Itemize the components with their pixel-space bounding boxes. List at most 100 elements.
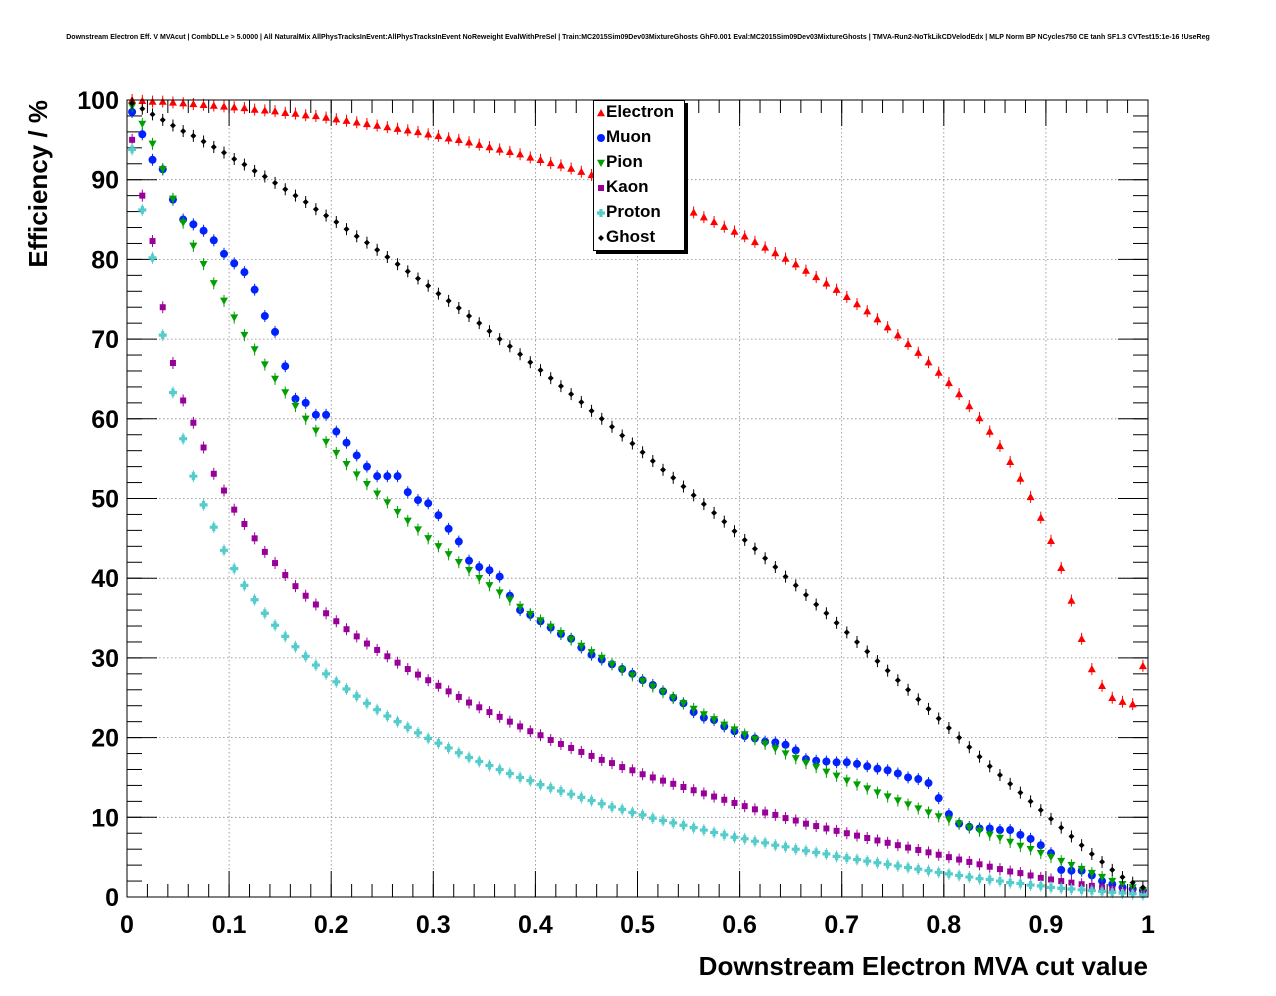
data-point — [444, 524, 453, 533]
data-point — [516, 773, 525, 782]
data-point — [628, 808, 637, 817]
data-point — [700, 790, 707, 797]
data-point — [883, 793, 892, 801]
data-point — [1006, 838, 1015, 847]
data-point — [934, 868, 943, 877]
data-point — [904, 339, 913, 348]
data-point — [1006, 826, 1015, 835]
data-point — [158, 166, 167, 174]
data-point — [884, 839, 891, 846]
y-tick-label: 60 — [91, 406, 119, 434]
data-point — [168, 388, 177, 397]
data-point — [598, 415, 605, 422]
data-point — [352, 118, 361, 126]
legend-marker-shape — [597, 134, 605, 142]
data-point — [281, 108, 290, 116]
data-point — [873, 789, 882, 797]
data-point — [925, 849, 932, 856]
legend-item-muon: Muon — [594, 126, 684, 151]
data-point — [342, 461, 351, 469]
data-point — [537, 732, 544, 739]
data-point — [527, 728, 534, 735]
data-point — [750, 735, 759, 744]
data-point — [547, 736, 554, 743]
data-point — [516, 150, 525, 158]
data-point — [261, 173, 268, 180]
data-point — [374, 646, 381, 653]
data-point — [425, 677, 432, 684]
data-point — [1098, 681, 1107, 689]
data-point — [842, 777, 851, 785]
data-point — [240, 581, 249, 590]
data-point — [1047, 536, 1056, 544]
data-point — [1006, 457, 1015, 466]
data-point — [720, 721, 729, 729]
data-point — [189, 472, 198, 481]
data-point — [1017, 870, 1024, 877]
data-point — [333, 618, 340, 625]
data-point — [986, 863, 993, 870]
data-point — [485, 761, 494, 770]
grid — [126, 99, 1149, 898]
data-point — [1138, 661, 1147, 670]
data-point — [567, 636, 576, 644]
data-point — [475, 140, 484, 148]
axis-ticks — [126, 99, 1149, 898]
data-point — [905, 844, 912, 851]
data-point — [955, 390, 964, 398]
data-point — [220, 487, 227, 494]
data-point — [832, 285, 841, 293]
data-point — [965, 824, 974, 832]
data-point — [893, 769, 902, 778]
data-point — [914, 805, 923, 813]
data-point — [271, 327, 280, 336]
data-point — [230, 564, 239, 573]
data-point — [944, 378, 953, 387]
data-point — [342, 116, 351, 124]
data-point — [190, 419, 197, 426]
data-point — [842, 853, 851, 862]
data-point — [250, 105, 259, 113]
data-point — [476, 704, 483, 711]
data-point — [271, 107, 280, 115]
data-point — [209, 236, 218, 245]
y-tick-label: 0 — [105, 884, 119, 912]
data-point — [343, 626, 350, 633]
data-point — [1026, 492, 1035, 501]
data-point — [813, 823, 820, 830]
data-point — [660, 466, 667, 473]
data-point — [934, 368, 943, 376]
data-point — [466, 312, 473, 319]
data-point — [210, 470, 217, 477]
data-point — [291, 394, 300, 403]
data-point — [761, 838, 770, 847]
data-point — [629, 440, 636, 447]
data-point — [199, 260, 208, 269]
data-point — [485, 566, 494, 575]
data-point — [842, 292, 851, 301]
data-point — [893, 331, 902, 339]
data-point — [832, 758, 841, 767]
y-tick-label: 10 — [91, 804, 119, 832]
data-point — [730, 833, 739, 842]
data-point — [771, 249, 780, 257]
data-point — [822, 279, 831, 287]
data-point — [618, 805, 627, 814]
data-point — [475, 757, 484, 766]
data-point — [965, 873, 974, 882]
data-point — [281, 632, 290, 641]
data-point — [944, 869, 953, 878]
data-point — [404, 666, 411, 673]
data-point — [1036, 881, 1045, 890]
x-tick-label: 0.8 — [926, 911, 961, 939]
data-point — [506, 718, 513, 725]
data-point — [1026, 834, 1035, 843]
data-point — [322, 669, 331, 678]
data-point — [985, 427, 994, 435]
data-point — [536, 617, 545, 625]
y-tick-label: 30 — [91, 645, 119, 673]
data-point — [966, 744, 973, 751]
data-point — [1026, 845, 1035, 854]
data-point — [976, 861, 983, 868]
data-point — [853, 759, 862, 768]
